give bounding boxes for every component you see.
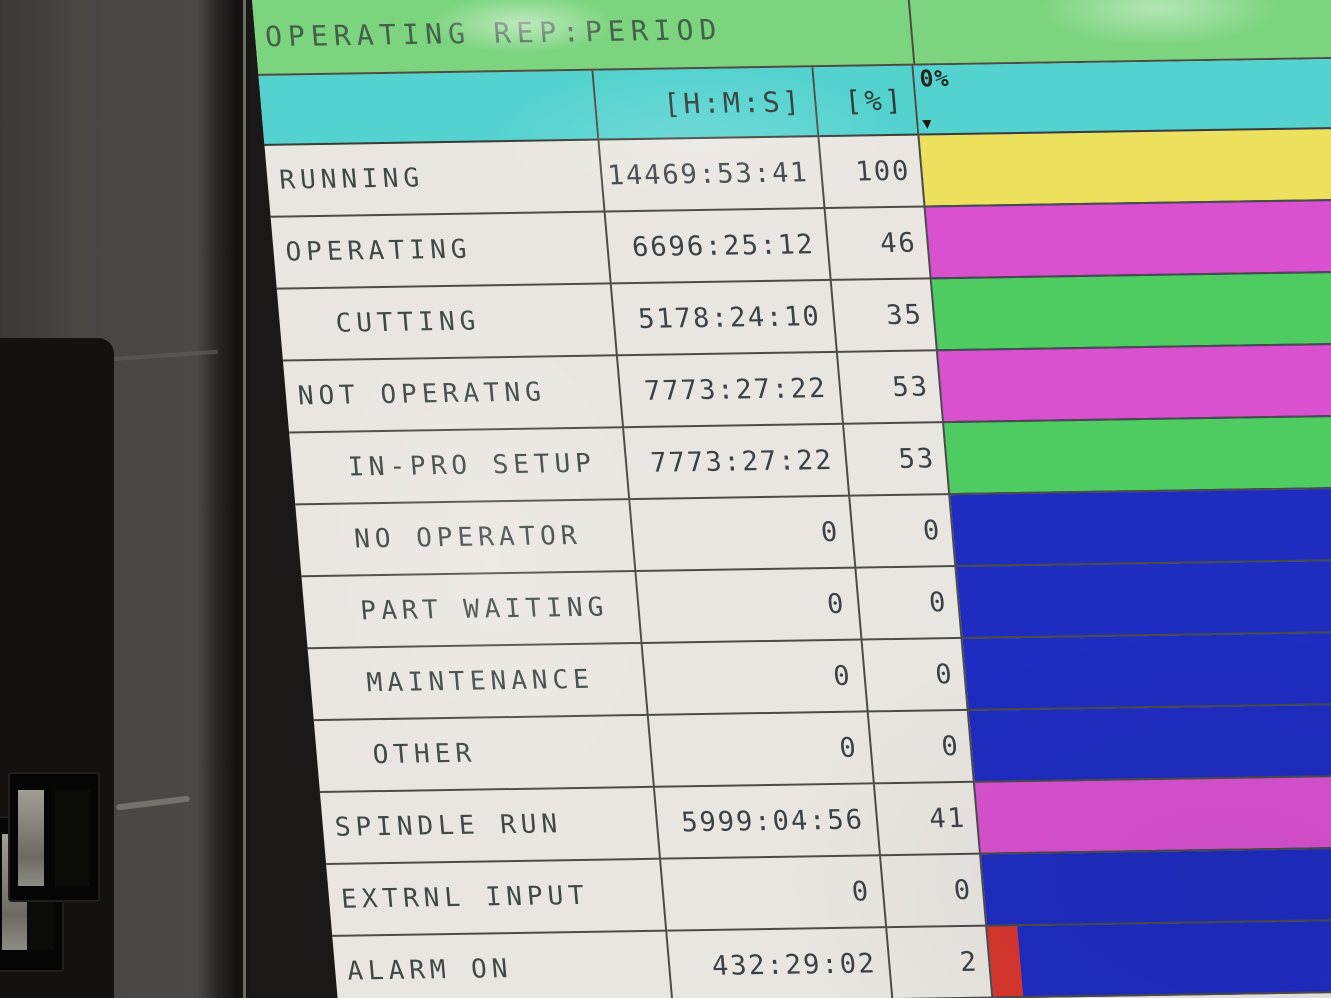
row-time-value: 432:29:02 <box>667 928 894 998</box>
cnc-screen: OPERATING REP:PERIOD [H:M:S] [%] 0% ▼ RU… <box>252 0 1331 998</box>
row-chart-cell <box>987 918 1331 998</box>
row-bar <box>931 271 1331 350</box>
row-time-value: 7773:27:22 <box>624 424 851 501</box>
bezel-edge-reflection <box>243 0 246 998</box>
usb-connector-metal <box>18 790 44 886</box>
row-time-value: 0 <box>630 496 857 573</box>
row-label: MAINTENANCE <box>307 643 649 722</box>
row-chart-cell <box>944 415 1331 496</box>
row-time-value: 5999:04:56 <box>654 784 882 860</box>
column-header-label <box>258 70 600 146</box>
row-chart-cell <box>931 271 1331 352</box>
row-bar <box>919 127 1331 206</box>
row-time-value: 6696:25:12 <box>605 209 832 285</box>
row-chart-cell <box>974 774 1331 855</box>
machine-bezel <box>0 0 252 998</box>
row-label: ALARM ON <box>332 931 674 998</box>
page-title: OPERATING REP:PERIOD <box>263 13 724 54</box>
row-label: RUNNING <box>264 140 606 218</box>
row-label: OPERATING <box>270 212 612 290</box>
row-time-value: 14469:53:41 <box>599 137 826 213</box>
row-label: PART WAITING <box>301 572 643 650</box>
row-percent-value: 41 <box>874 782 982 857</box>
column-header-percent: [%] <box>813 65 920 138</box>
chart-axis-line <box>906 0 916 64</box>
chart-zero-label: 0% <box>918 66 951 93</box>
row-percent-value: 35 <box>831 279 938 353</box>
row-percent-value: 46 <box>825 207 932 281</box>
row-percent-value: 0 <box>868 710 975 785</box>
report-table: RUNNING 14469:53:41 100 OPERATING 6696:2… <box>264 127 1331 998</box>
row-time-value: 0 <box>642 640 869 716</box>
row-chart-cell <box>919 127 1331 208</box>
bezel-recess <box>0 338 114 998</box>
chart-zero-marker-icon: ▼ <box>921 114 936 133</box>
row-percent-value: 53 <box>837 351 945 425</box>
row-bar <box>925 199 1331 278</box>
bezel-scratch <box>115 795 191 811</box>
row-chart-cell <box>937 343 1331 424</box>
row-time-value: 7773:27:22 <box>617 352 845 429</box>
row-time-value: 0 <box>636 568 863 644</box>
row-percent-value: 0 <box>850 495 957 569</box>
row-chart-cell <box>925 199 1331 280</box>
row-time-value: 0 <box>661 856 888 932</box>
row-label: CUTTING <box>276 284 618 362</box>
row-chart-cell <box>968 703 1331 783</box>
usb-port-lower <box>8 772 100 902</box>
row-label: EXTRNL INPUT <box>326 859 668 937</box>
row-chart-cell <box>981 846 1331 927</box>
column-header-time: [H:M:S] <box>593 67 820 141</box>
row-label: NO OPERATOR <box>295 500 637 578</box>
row-time-value: 0 <box>648 712 875 788</box>
row-chart-cell <box>962 631 1331 711</box>
row-percent-value: 2 <box>887 926 994 998</box>
row-chart-cell <box>956 559 1331 639</box>
row-percent-value: 0 <box>856 567 963 641</box>
row-bar <box>944 415 1331 494</box>
row-label: SPINDLE RUN <box>319 787 662 865</box>
row-label: OTHER <box>313 715 655 794</box>
row-label: IN-PRO SETUP <box>289 428 631 506</box>
row-percent-value: 0 <box>881 854 988 929</box>
row-bar <box>987 926 1024 997</box>
row-bar <box>937 343 1331 422</box>
row-percent-value: 53 <box>844 423 951 497</box>
usb-slot <box>54 790 90 886</box>
chart-header: 0% ▼ <box>913 57 1331 136</box>
row-percent-value: 0 <box>862 638 969 713</box>
row-label: NOT OPERATNG <box>282 356 625 434</box>
row-bar <box>974 774 1331 853</box>
row-percent-value: 100 <box>819 135 926 210</box>
row-time-value: 5178:24:10 <box>611 280 838 357</box>
row-chart-cell <box>950 487 1331 568</box>
